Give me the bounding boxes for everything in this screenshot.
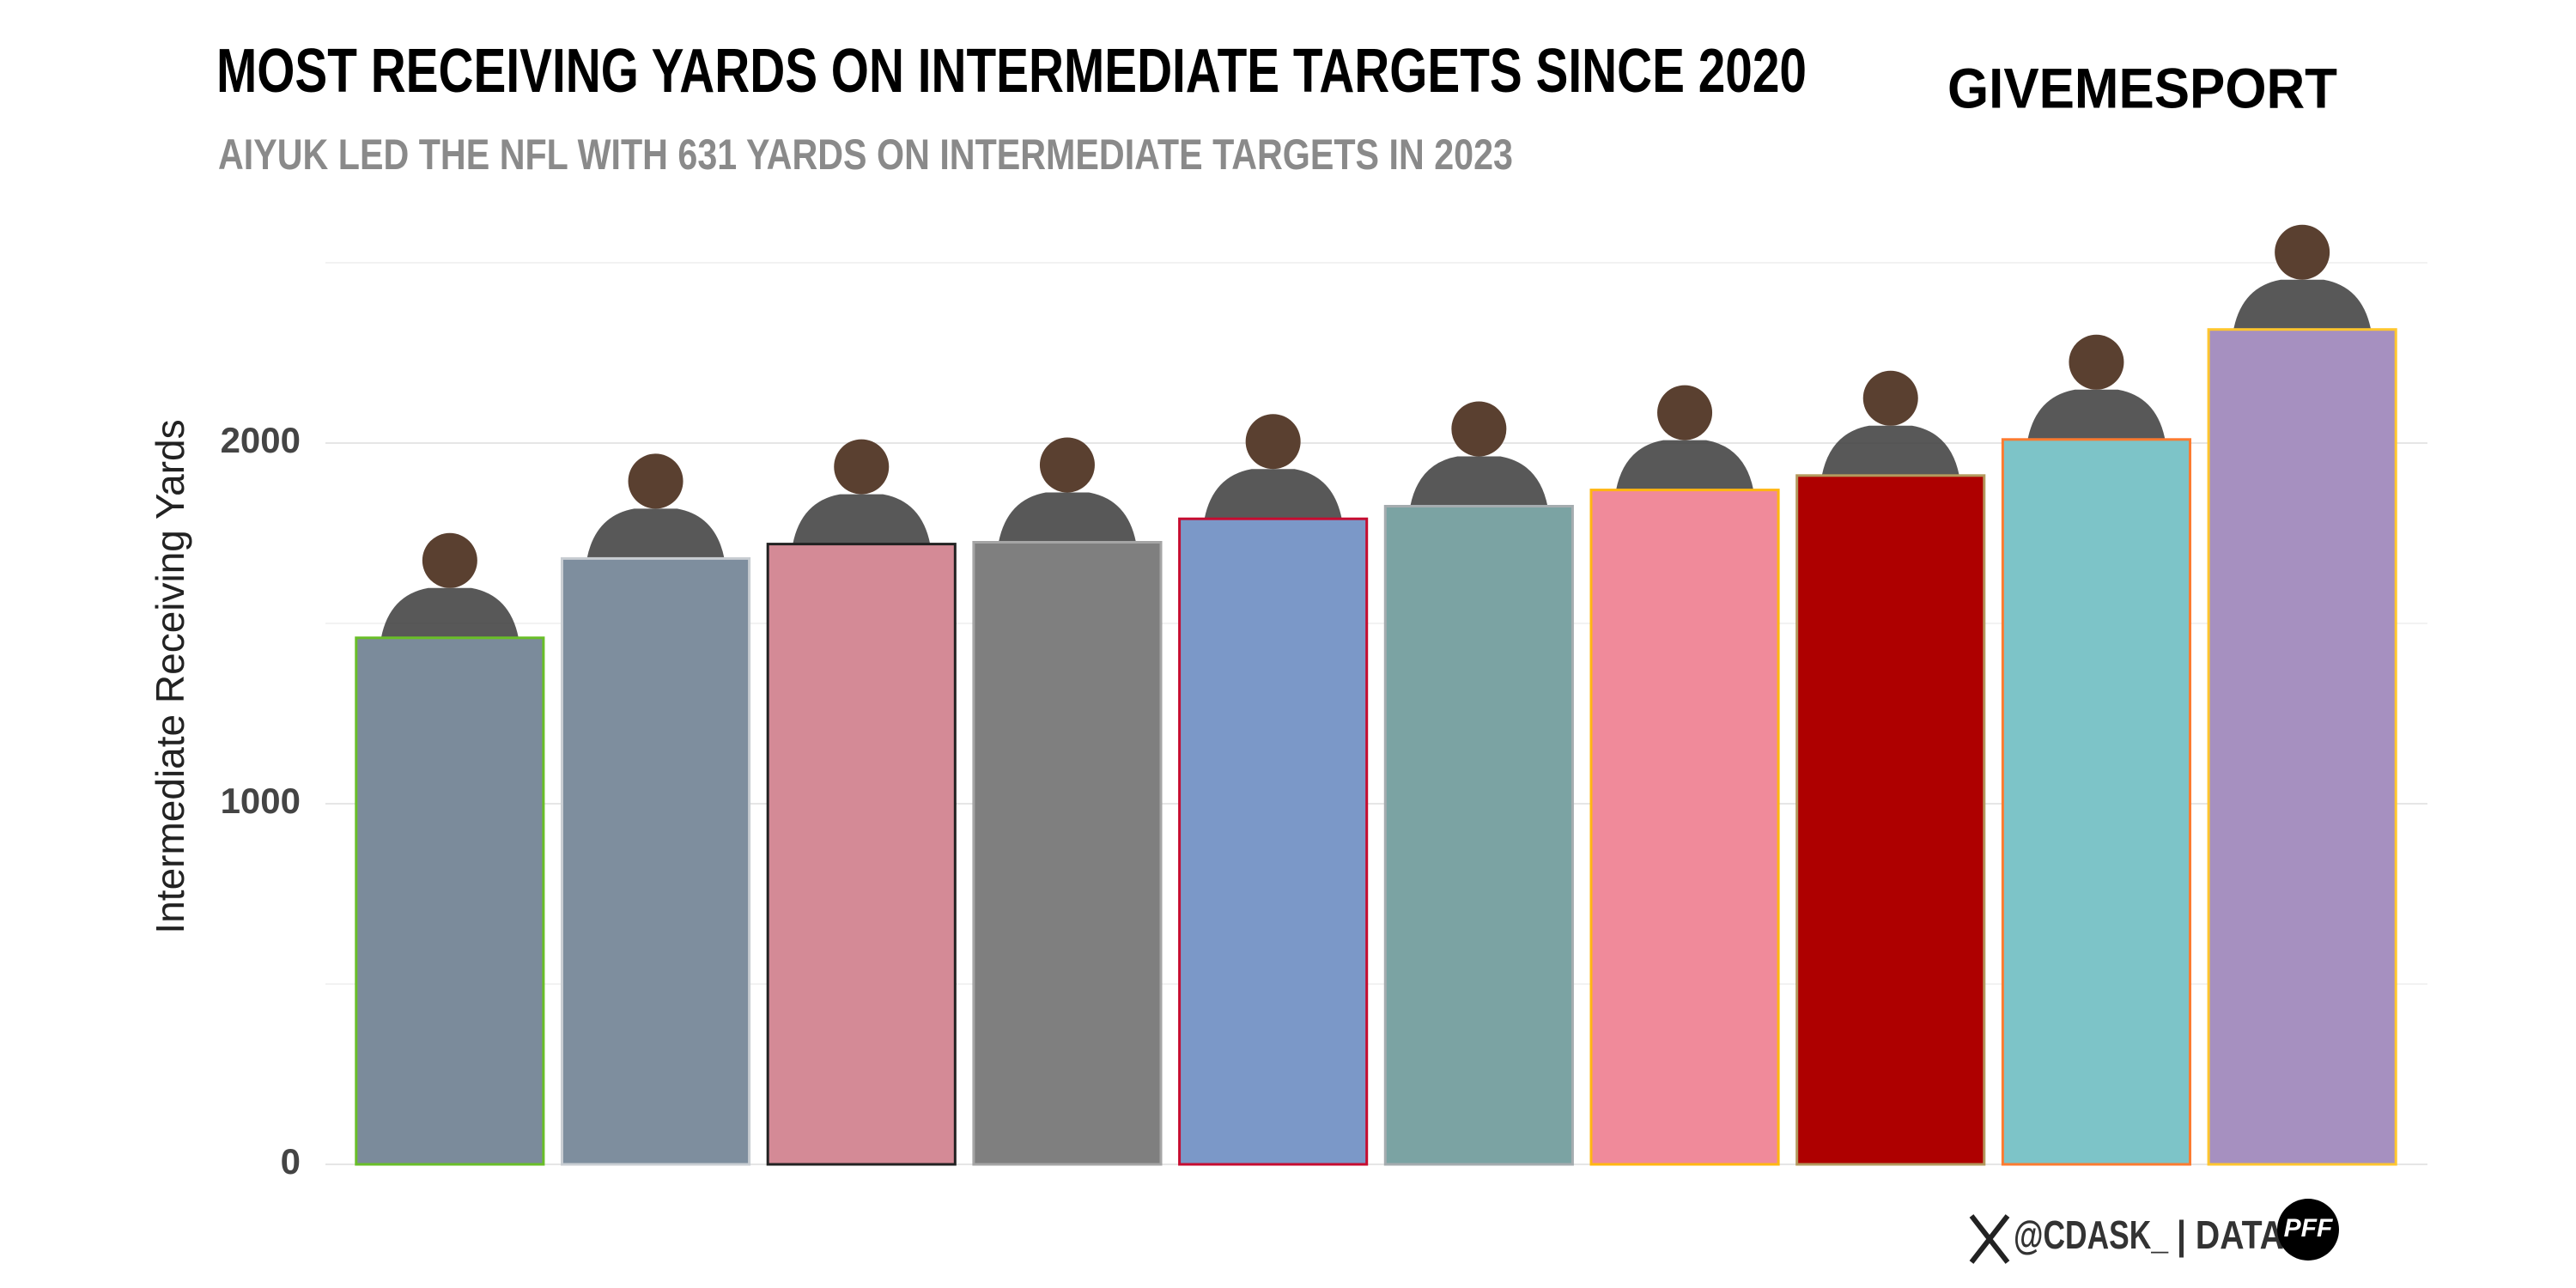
bar <box>2207 328 2397 1166</box>
player-head <box>2069 334 2124 390</box>
bar <box>766 543 957 1166</box>
player-head <box>1245 414 1301 470</box>
y-tick-label: 0 <box>281 1141 301 1182</box>
player-head <box>1039 437 1095 493</box>
player-head <box>1451 401 1507 457</box>
player-silhouette <box>380 587 519 638</box>
bar <box>1383 505 1574 1166</box>
bar <box>1795 474 1986 1166</box>
chart-title: MOST RECEIVING YARDS ON INTERMEDIATE TAR… <box>216 37 1807 106</box>
brand-logo: GIVEMESPORT <box>1947 56 2337 119</box>
player-silhouette <box>586 508 725 559</box>
player-silhouette <box>793 494 931 544</box>
player-silhouette <box>1616 440 1754 490</box>
player-silhouette <box>2233 279 2372 330</box>
bar <box>1178 517 1369 1166</box>
y-tick-label: 2000 <box>221 420 301 460</box>
bar <box>560 556 751 1166</box>
x-logo <box>1969 1214 2010 1264</box>
player-head <box>1862 370 1918 426</box>
y-tick-label: 1000 <box>221 781 301 821</box>
source-logo-badge <box>2277 1199 2339 1261</box>
player-head <box>628 453 683 509</box>
source-logo: PFF <box>2284 1214 2333 1242</box>
player-silhouette <box>1821 425 1959 476</box>
bar <box>2001 438 2192 1166</box>
player-silhouette <box>998 492 1136 543</box>
credit: @CDASK_ <box>2014 1212 2168 1257</box>
chart-subtitle: AIYUK LED THE NFL WITH 631 YARDS ON INTE… <box>218 131 1513 179</box>
player-head <box>422 532 477 588</box>
player-head <box>834 439 890 495</box>
player-silhouette <box>1410 456 1548 507</box>
player-head <box>2275 224 2330 280</box>
source: | DATA <box>2177 1212 2284 1257</box>
bar <box>972 541 1163 1166</box>
player-silhouette <box>1204 469 1342 519</box>
bar <box>1589 489 1780 1166</box>
player-head <box>1657 385 1713 440</box>
bar <box>355 636 545 1166</box>
y-axis-label: Intermediate Receiving Yards <box>148 419 192 933</box>
player-silhouette <box>2027 389 2166 440</box>
